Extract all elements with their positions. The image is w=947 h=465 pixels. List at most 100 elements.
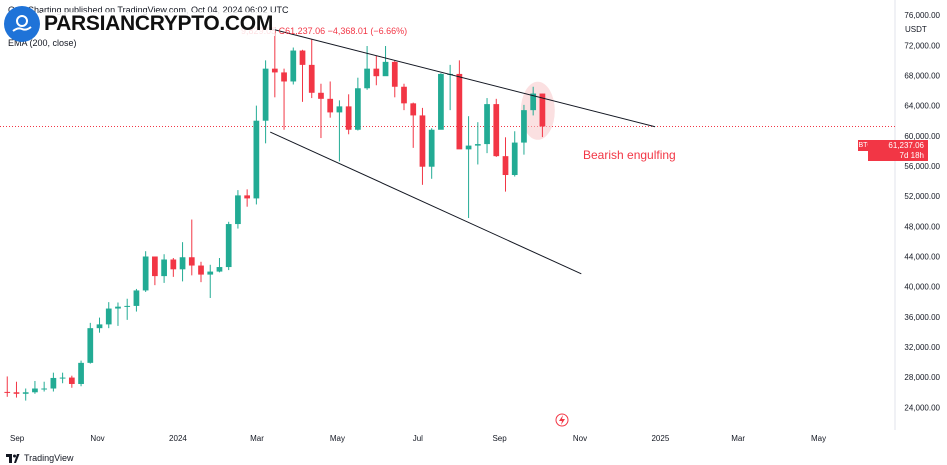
candle-body bbox=[78, 362, 84, 384]
candle bbox=[345, 94, 352, 135]
candle-body bbox=[96, 324, 103, 329]
candle-body bbox=[133, 290, 140, 306]
candle bbox=[105, 302, 112, 329]
candle bbox=[391, 60, 398, 98]
candle bbox=[96, 317, 103, 333]
pattern-annotation: Bearish engulfing bbox=[583, 148, 676, 162]
trendline-upper bbox=[270, 28, 656, 128]
candle bbox=[502, 137, 509, 192]
candle-body bbox=[152, 256, 158, 277]
indicator-legend[interactable]: EMA (200, close) bbox=[8, 38, 77, 48]
candle-body bbox=[474, 144, 481, 146]
candle bbox=[530, 86, 537, 116]
candle bbox=[299, 49, 306, 102]
candle-body bbox=[327, 98, 334, 113]
candle bbox=[447, 64, 453, 111]
candle bbox=[484, 98, 490, 154]
candle-body bbox=[87, 328, 94, 363]
y-tick-label: 36,000.00 bbox=[904, 313, 940, 322]
x-tick-label: 2025 bbox=[651, 434, 669, 443]
y-tick-label: 28,000.00 bbox=[904, 373, 940, 382]
candle-body bbox=[290, 50, 297, 82]
candle bbox=[133, 288, 140, 312]
candle-body bbox=[281, 72, 287, 82]
candle-body bbox=[438, 73, 444, 130]
candle bbox=[22, 388, 29, 401]
y-tick-label: 48,000.00 bbox=[904, 222, 940, 231]
candle-body bbox=[124, 305, 131, 307]
candle-body bbox=[382, 61, 389, 77]
y-tick-label: 60,000.00 bbox=[904, 132, 940, 141]
candle bbox=[318, 83, 324, 139]
candle bbox=[198, 261, 204, 283]
countdown: 7d 18h bbox=[899, 151, 924, 160]
x-tick-label: Nov bbox=[90, 434, 104, 443]
x-tick-label: Mar bbox=[731, 434, 745, 443]
candle-body bbox=[308, 64, 315, 93]
x-axis-ticks: Sep Nov 2024 Mar May Jul Sep Nov 2025 Mar May bbox=[10, 434, 826, 443]
y-tick-label: 64,000.00 bbox=[904, 102, 940, 111]
candle-body bbox=[318, 92, 324, 99]
candle bbox=[336, 100, 343, 162]
candle bbox=[456, 60, 463, 150]
candle-body bbox=[355, 88, 361, 130]
candle-body bbox=[299, 50, 306, 65]
candle-body bbox=[105, 308, 112, 325]
x-tick-label: Sep bbox=[10, 434, 25, 443]
candle-body bbox=[41, 388, 48, 390]
candle bbox=[115, 302, 121, 326]
candle bbox=[465, 116, 472, 219]
trendlines-group bbox=[270, 28, 656, 275]
candle-body bbox=[502, 156, 509, 176]
candle bbox=[50, 372, 57, 392]
candle bbox=[308, 39, 315, 99]
candle-body bbox=[59, 377, 66, 379]
candle bbox=[188, 219, 195, 276]
candle-body bbox=[456, 73, 463, 150]
candle-body bbox=[401, 86, 407, 104]
published-caption: Otto Charting published on TradingView.c… bbox=[8, 5, 289, 15]
candle-body bbox=[428, 129, 435, 167]
candle-body bbox=[22, 392, 29, 394]
candle bbox=[373, 55, 380, 86]
y-tick-label: 52,000.00 bbox=[904, 192, 940, 201]
candle bbox=[493, 98, 500, 157]
x-tick-label: May bbox=[330, 434, 345, 443]
candle-body bbox=[493, 104, 500, 157]
candle-body bbox=[170, 259, 177, 270]
candle-body bbox=[530, 93, 537, 111]
candle-body bbox=[484, 104, 490, 145]
candle-body bbox=[115, 306, 121, 309]
candle-body bbox=[262, 68, 269, 121]
candle-body bbox=[511, 142, 518, 176]
y-tick-label: 32,000.00 bbox=[904, 343, 940, 352]
highlight-group bbox=[520, 81, 555, 140]
candle-body bbox=[32, 388, 38, 393]
tradingview-brand: TradingView bbox=[24, 453, 74, 463]
candle-body bbox=[391, 61, 398, 87]
candle bbox=[271, 31, 278, 98]
candle bbox=[142, 251, 149, 292]
x-tick-label: Sep bbox=[492, 434, 507, 443]
candle-body bbox=[161, 259, 167, 277]
candle-body bbox=[142, 256, 149, 291]
candle bbox=[419, 107, 426, 185]
candle bbox=[382, 46, 389, 77]
candle bbox=[170, 258, 177, 277]
candle-body bbox=[465, 145, 472, 150]
candle-body bbox=[419, 115, 426, 167]
candle-body bbox=[216, 267, 223, 272]
candle bbox=[253, 105, 260, 205]
lightning-icon[interactable] bbox=[555, 413, 569, 427]
candle-body bbox=[207, 271, 214, 275]
candle bbox=[428, 128, 435, 179]
candle bbox=[4, 376, 11, 397]
candle bbox=[521, 104, 527, 155]
candle-body bbox=[225, 224, 232, 268]
candle bbox=[235, 190, 241, 229]
y-tick-label: 72,000.00 bbox=[904, 41, 940, 50]
candle bbox=[59, 372, 66, 384]
tradingview-footer[interactable]: TradingView bbox=[6, 453, 74, 463]
candles-group bbox=[4, 31, 546, 401]
